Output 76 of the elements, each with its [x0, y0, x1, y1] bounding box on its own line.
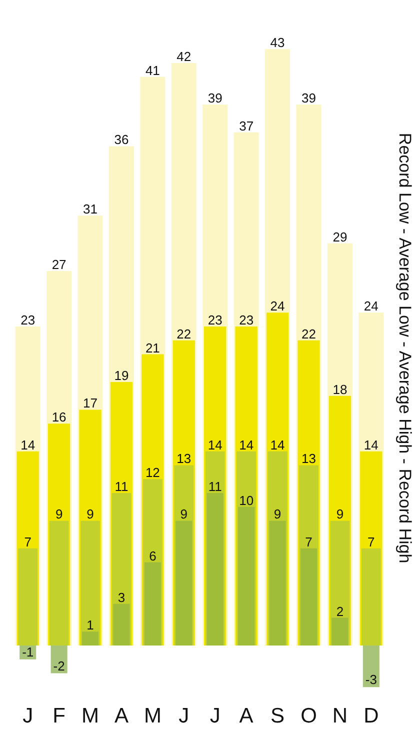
data-label: 29	[332, 229, 348, 244]
data-label: 37	[239, 118, 254, 134]
data-label: 17	[83, 396, 98, 411]
y-axis-title: Record Low - Average Low - Average High - Record High	[396, 132, 414, 564]
data-label: 11	[208, 478, 222, 494]
x-tick-label: A	[239, 704, 254, 728]
data-label: 14	[20, 437, 36, 452]
data-label: 41	[145, 62, 160, 78]
data-label: 23	[239, 312, 254, 328]
data-label: 24	[270, 298, 285, 314]
data-label: 7	[368, 534, 375, 550]
bar	[113, 604, 130, 646]
data-label: 22	[176, 326, 192, 342]
data-label: 7	[24, 534, 32, 550]
data-label: 10	[239, 492, 254, 508]
x-tick-label: F	[52, 704, 66, 728]
bar	[144, 562, 161, 646]
data-label: 9	[55, 506, 63, 522]
data-label: 14	[239, 437, 254, 452]
data-label: -3	[365, 672, 377, 688]
x-tick-label: D	[364, 704, 379, 728]
data-label: 23	[20, 312, 36, 328]
x-tick-label: S	[270, 704, 285, 728]
bar	[80, 520, 100, 646]
data-label: 12	[145, 465, 160, 480]
data-label: 14	[364, 437, 378, 452]
data-label: 11	[114, 478, 128, 494]
data-label: 18	[332, 382, 348, 397]
data-label: 2	[336, 604, 344, 619]
data-label: 22	[302, 326, 316, 342]
data-label: 7	[305, 534, 312, 550]
data-label: 3	[118, 590, 126, 605]
bar	[82, 632, 99, 646]
data-label: 36	[114, 132, 129, 148]
bar	[362, 646, 380, 688]
data-label: 9	[180, 506, 188, 522]
data-label: 39	[302, 90, 316, 106]
data-label: 9	[336, 506, 344, 522]
bar	[18, 548, 38, 646]
x-tick-label: M	[82, 704, 100, 728]
x-tick-label: J	[22, 704, 34, 728]
x-tick-label: N	[332, 704, 348, 728]
x-tick-label: J	[178, 704, 190, 728]
data-label: 9	[274, 506, 282, 522]
bar	[206, 492, 224, 646]
bar	[361, 548, 381, 646]
data-label: 42	[176, 49, 192, 64]
bar	[50, 646, 68, 674]
x-tick-label: J	[210, 704, 220, 728]
data-label: 16	[52, 410, 66, 425]
x-tick-label: O	[300, 704, 317, 728]
bar	[332, 618, 348, 646]
data-label: 13	[302, 451, 316, 466]
bar	[49, 520, 69, 646]
data-label: 27	[52, 257, 66, 272]
bar	[300, 548, 317, 646]
x-tick-label: M	[144, 704, 162, 728]
data-label: 13	[176, 451, 192, 466]
data-label: 1	[86, 618, 94, 633]
data-label: 21	[145, 340, 160, 356]
data-label: 31	[83, 202, 98, 217]
bar	[238, 506, 255, 646]
data-label: 6	[149, 548, 156, 564]
data-label: 23	[208, 312, 222, 328]
data-label: 14	[270, 437, 285, 452]
bar	[176, 520, 192, 646]
x-tick-label: A	[114, 704, 128, 728]
data-label: -1	[22, 644, 34, 660]
data-label: 9	[86, 506, 94, 522]
data-label: 14	[208, 437, 222, 452]
data-label: 43	[270, 35, 285, 50]
data-label: 19	[114, 368, 129, 384]
data-label: -2	[53, 658, 65, 674]
data-label: 24	[364, 298, 378, 314]
data-label: 39	[208, 90, 222, 106]
bar	[269, 520, 286, 646]
